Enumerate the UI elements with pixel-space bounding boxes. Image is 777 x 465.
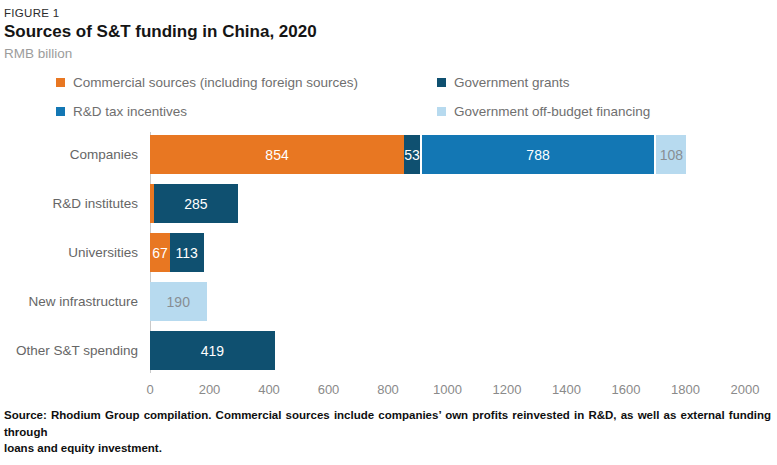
- bar-value-label: 854: [265, 148, 288, 162]
- chart-row: Companies 854 53 788 108: [0, 130, 777, 179]
- bar-plot: 190: [150, 282, 745, 321]
- bar-segment: 788: [420, 135, 654, 174]
- bar-segment: 53: [404, 135, 420, 174]
- chart-rows: Companies 854 53 788 108 R&D institutes 285 Uni…: [0, 130, 777, 375]
- x-axis-tick-label: 400: [258, 382, 280, 397]
- legend-label: Government grants: [454, 75, 570, 90]
- legend-label: R&D tax incentives: [73, 104, 187, 119]
- chart: Companies 854 53 788 108 R&D institutes 285 Uni…: [0, 130, 777, 399]
- legend-item-3: R&D tax incentives: [56, 104, 437, 119]
- legend-swatch-icon: [437, 78, 446, 87]
- bar-value-label: 788: [526, 148, 549, 162]
- legend-item-2: Government grants: [437, 75, 777, 90]
- category-label: Universities: [0, 245, 150, 260]
- figure-units: RMB billion: [4, 46, 769, 61]
- bar-value-label: 285: [184, 197, 207, 211]
- bar-plot: 67 113: [150, 233, 745, 272]
- bar-segment: 67: [150, 233, 170, 272]
- legend-label: Commercial sources (including foreign so…: [73, 75, 358, 90]
- chart-row: New infrastructure 190: [0, 277, 777, 326]
- x-axis-tick-label: 800: [377, 382, 399, 397]
- x-axis: 0200400600800100012001400160018002000: [150, 375, 745, 399]
- legend-swatch-icon: [56, 107, 65, 116]
- x-axis-tick-label: 1400: [552, 382, 581, 397]
- bar-plot: 419: [150, 331, 745, 370]
- x-axis-tick-label: 1600: [612, 382, 641, 397]
- legend-item-1: Commercial sources (including foreign so…: [56, 75, 437, 90]
- x-axis-tick-label: 200: [199, 382, 221, 397]
- bar-segment: 108: [654, 135, 686, 174]
- bar-plot: 285: [150, 184, 745, 223]
- bar-value-label: 67: [152, 246, 168, 260]
- bar-segment: 285: [154, 184, 239, 223]
- x-axis-tick-label: 600: [318, 382, 340, 397]
- category-label: Companies: [0, 147, 150, 162]
- bar-value-label: 190: [167, 295, 190, 309]
- figure-number: FIGURE 1: [4, 7, 769, 19]
- category-label: New infrastructure: [0, 294, 150, 309]
- bar-segment: 113: [170, 233, 204, 272]
- bar-segment: 854: [150, 135, 404, 174]
- chart-legend: Commercial sources (including foreign so…: [0, 75, 777, 119]
- bar-value-label: 53: [404, 148, 420, 162]
- chart-row: Universities67 113: [0, 228, 777, 277]
- x-axis-tick-label: 0: [146, 382, 153, 397]
- bar-segment: 419: [150, 331, 275, 370]
- figure-header: FIGURE 1 Sources of S&T funding in China…: [0, 0, 777, 61]
- source-note: Source: Rhodium Group compilation. Comme…: [0, 407, 777, 457]
- legend-swatch-icon: [56, 78, 65, 87]
- legend-label: Government off-budget financing: [454, 104, 650, 119]
- source-note-line1: Source: Rhodium Group compilation. Comme…: [4, 407, 771, 440]
- x-axis-tick-label: 1800: [671, 382, 700, 397]
- legend-swatch-icon: [437, 107, 446, 116]
- source-note-line2: loans and equity investment.: [4, 440, 771, 457]
- bar-value-label: 108: [660, 148, 683, 162]
- category-label: Other S&T spending: [0, 343, 150, 358]
- x-axis-tick-label: 2000: [731, 382, 760, 397]
- x-axis-tick-label: 1000: [433, 382, 462, 397]
- category-label: R&D institutes: [0, 196, 150, 211]
- chart-row: R&D institutes 285: [0, 179, 777, 228]
- bar-segment: 190: [150, 282, 207, 321]
- figure-container: FIGURE 1 Sources of S&T funding in China…: [0, 0, 777, 465]
- x-axis-tick-label: 1200: [493, 382, 522, 397]
- bar-value-label: 113: [176, 246, 198, 260]
- legend-item-4: Government off-budget financing: [437, 104, 777, 119]
- figure-title: Sources of S&T funding in China, 2020: [4, 22, 769, 42]
- chart-row: Other S&T spending 419: [0, 326, 777, 375]
- bar-plot: 854 53 788 108: [150, 135, 745, 174]
- bar-value-label: 419: [201, 344, 224, 358]
